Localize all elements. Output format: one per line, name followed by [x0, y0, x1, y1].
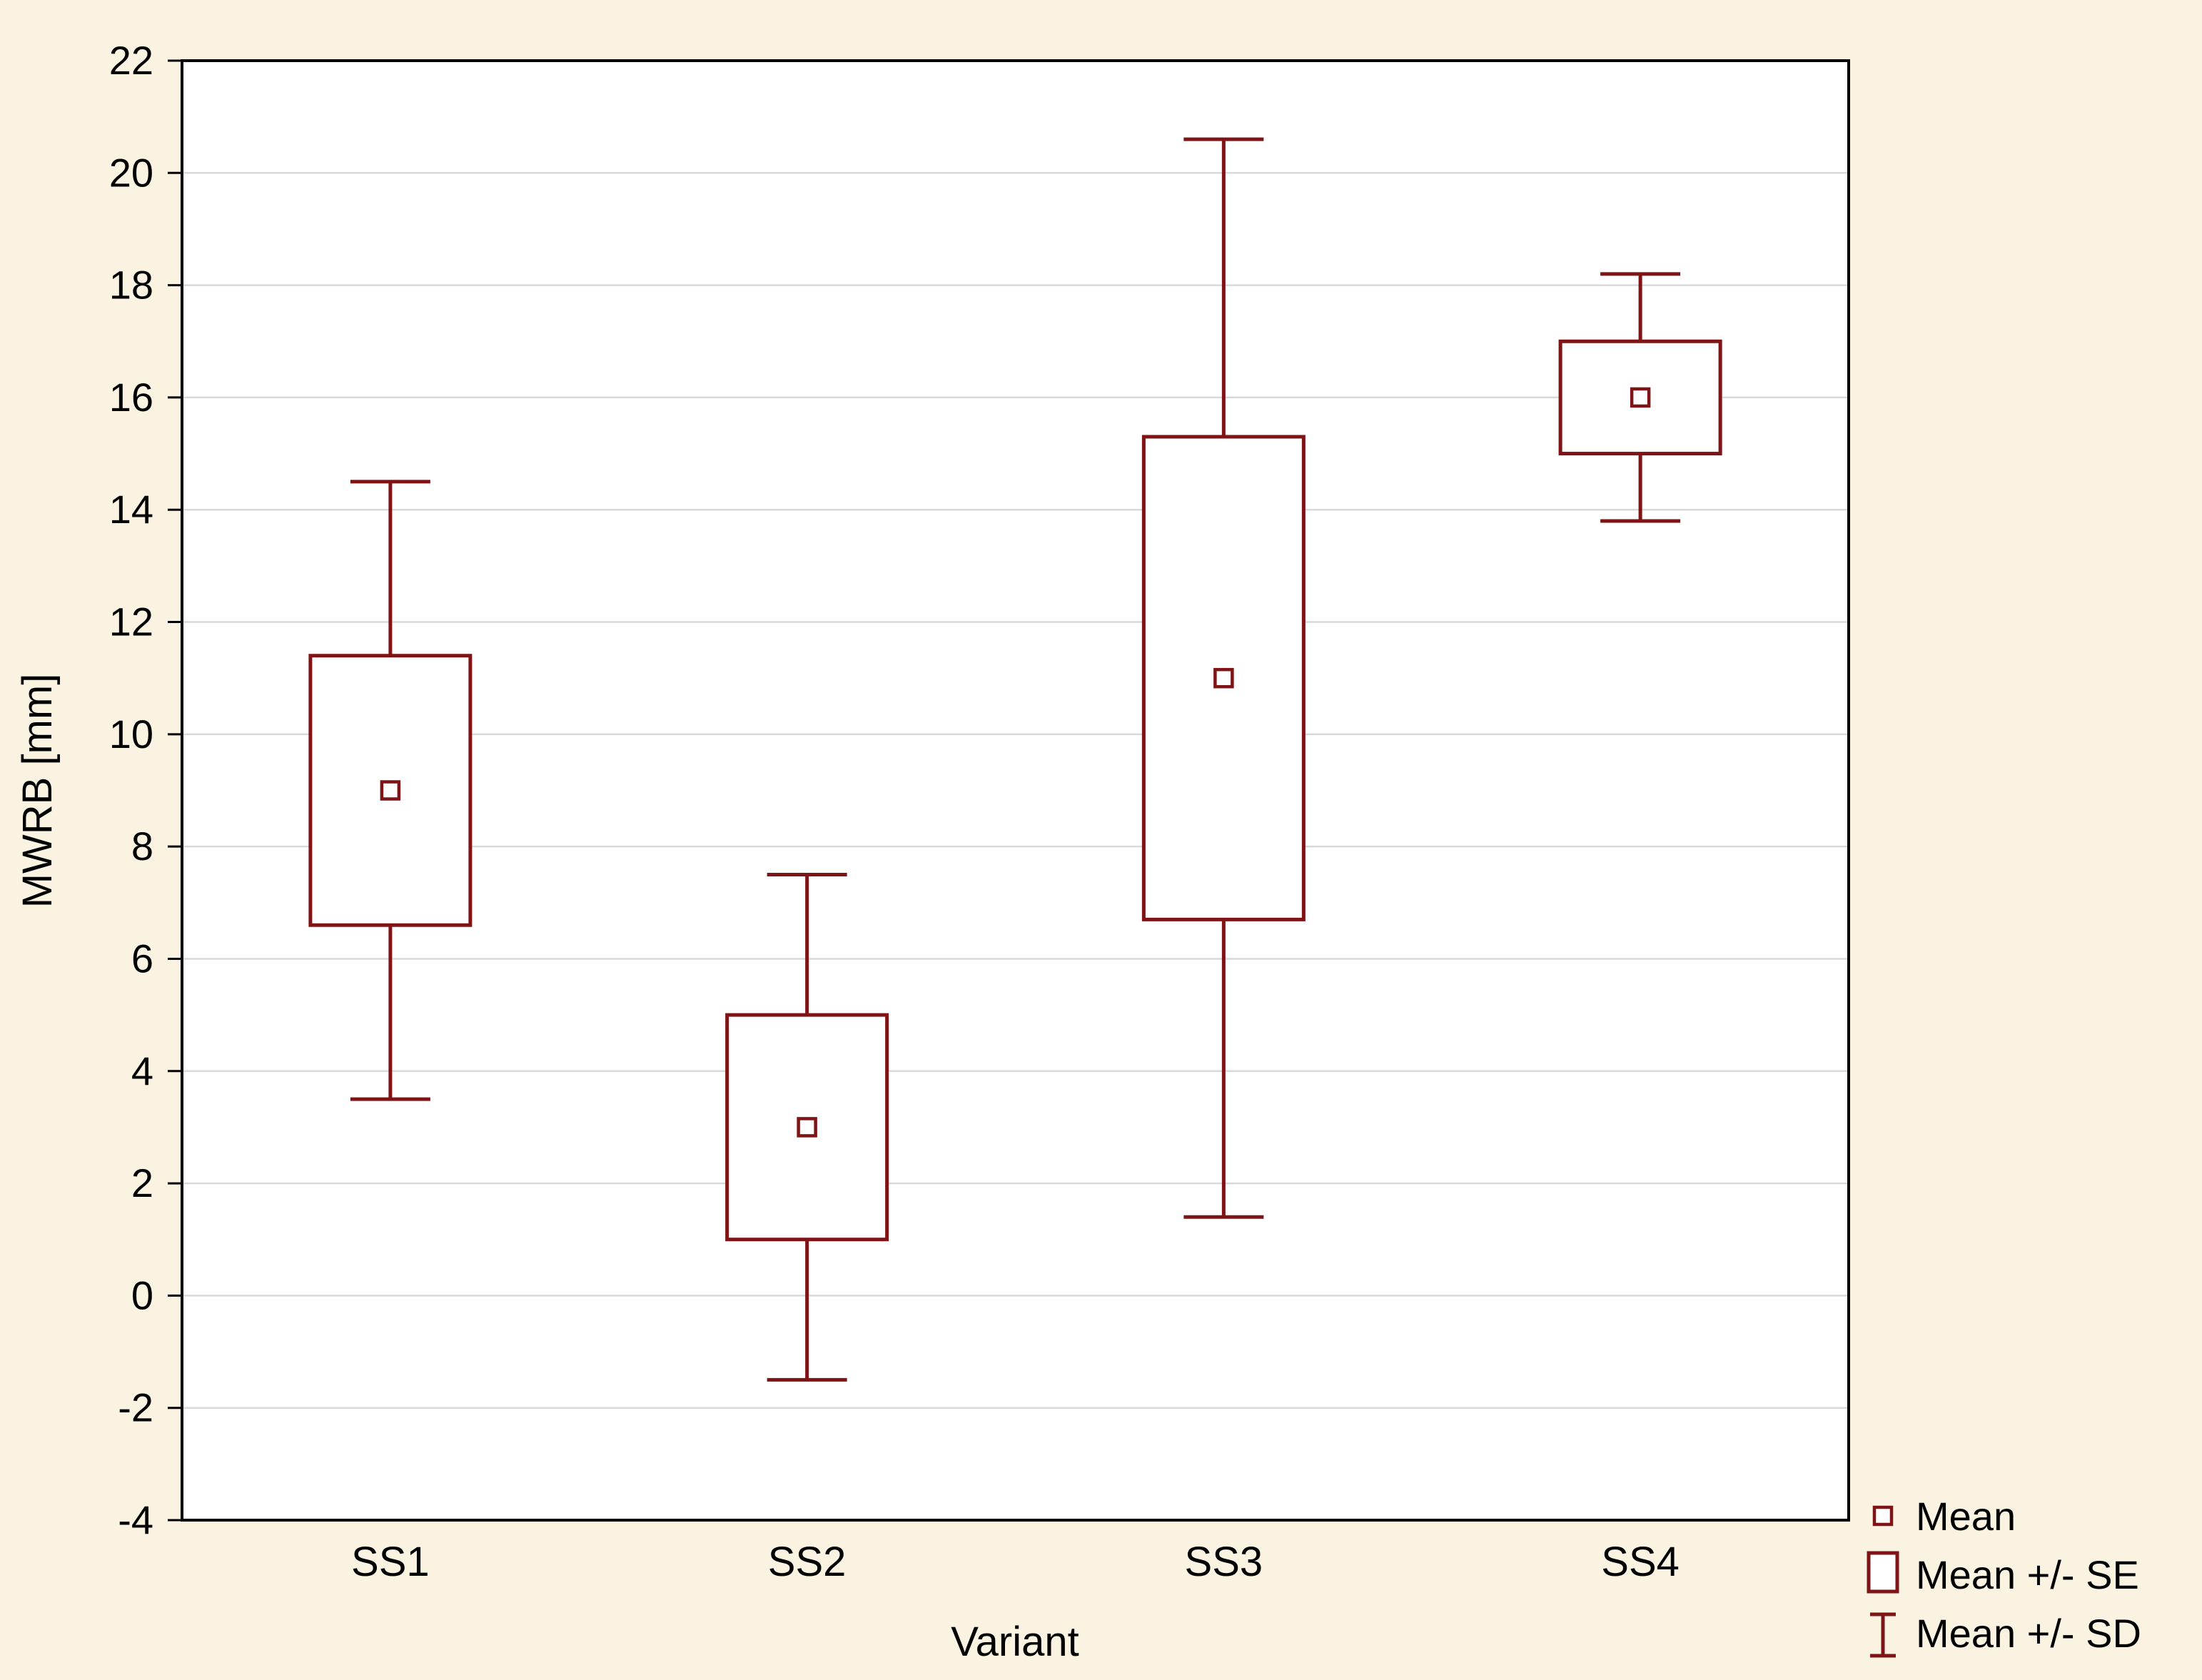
y-tick-label: 4: [131, 1048, 153, 1093]
x-category-label: SS3: [1185, 1539, 1263, 1585]
legend-se-marker-icon: [1867, 1551, 1899, 1594]
y-tick-label: 10: [109, 712, 153, 756]
y-tick-label: 2: [131, 1160, 153, 1205]
mean-marker-SS2: [797, 1117, 817, 1138]
y-axis-title: MWRB [mm]: [14, 674, 61, 909]
y-tick-label: -4: [118, 1497, 153, 1542]
x-category-label: SS2: [768, 1539, 847, 1585]
y-tick-label: 14: [109, 487, 153, 532]
plot-area: -4 -2 0 2 4 6 8 10 12 14 16 18 20 22 SS1 SS2 SS3 SS4: [109, 38, 1850, 1585]
y-tick-label: 12: [109, 599, 153, 644]
legend-mean-marker-icon: [1872, 1505, 1894, 1527]
plot-border: [181, 59, 1850, 1522]
x-category-label: SS1: [351, 1539, 430, 1585]
legend-sd-marker-icon: [1870, 1612, 1896, 1658]
y-tick-label: 8: [131, 824, 153, 869]
y-tick-label: 0: [131, 1272, 153, 1317]
mean-marker-SS3: [1213, 667, 1234, 689]
legend-mean-label: Mean: [1916, 1494, 2016, 1539]
mean-marker-SS1: [380, 780, 401, 801]
mean-marker-SS4: [1630, 387, 1651, 408]
y-tick-label: -2: [118, 1385, 153, 1430]
legend-se-label: Mean +/- SE: [1916, 1552, 2139, 1597]
y-tick-label: 22: [109, 38, 153, 83]
y-tick-label: 20: [109, 150, 153, 195]
y-tick-label: 6: [131, 936, 153, 981]
legend: Mean Mean +/- SE Mean +/- SD: [1867, 1494, 2141, 1658]
x-axis-title: Variant: [951, 1619, 1079, 1665]
legend-sd-label: Mean +/- SD: [1916, 1611, 2141, 1656]
y-tick-label: 16: [109, 375, 153, 420]
x-category-label: SS4: [1601, 1539, 1680, 1585]
y-tick-label: 18: [109, 263, 153, 308]
